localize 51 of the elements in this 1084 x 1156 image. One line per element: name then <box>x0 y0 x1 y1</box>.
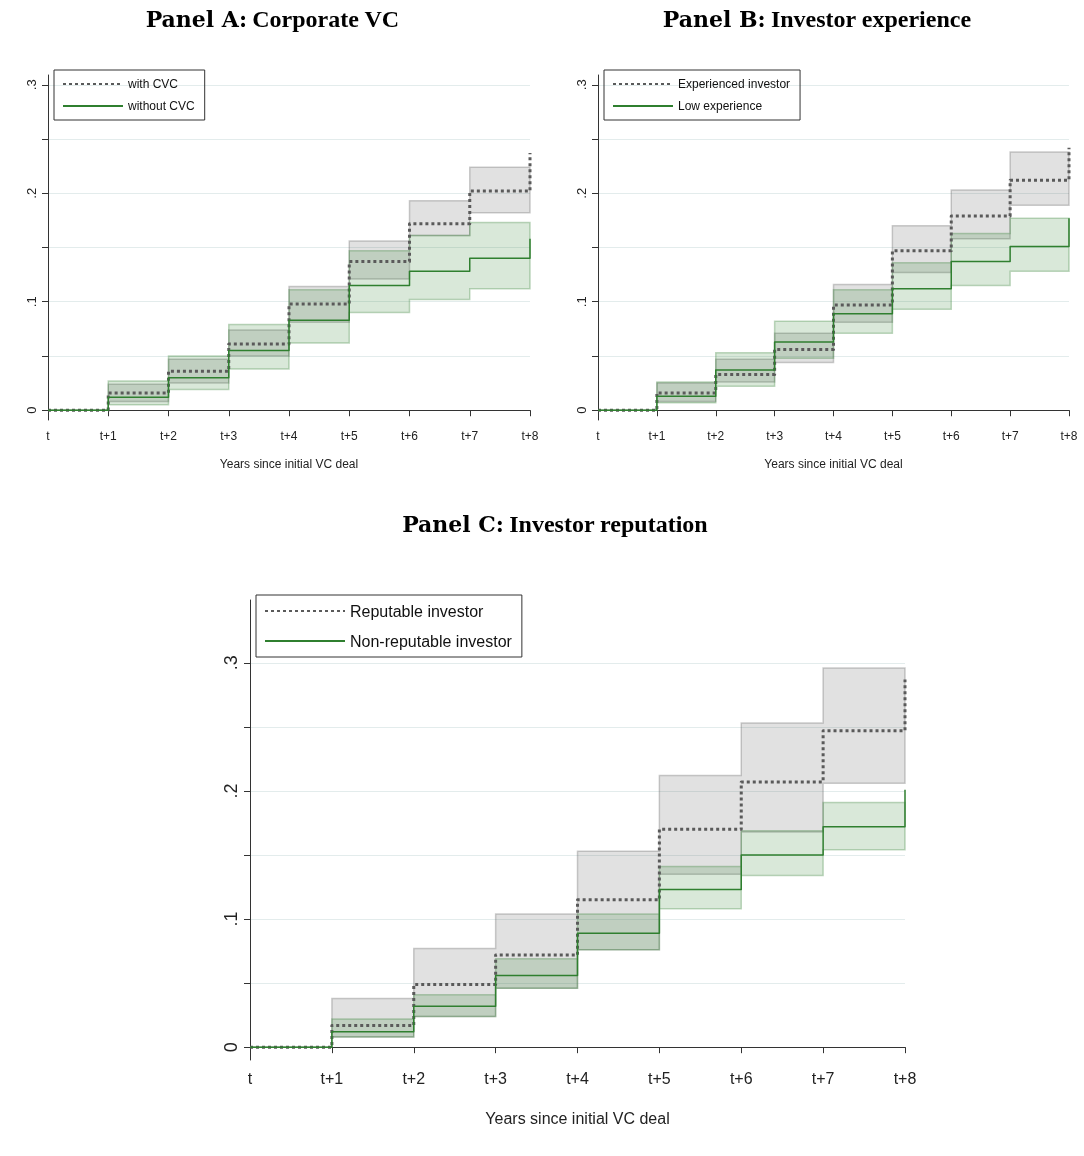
x-axis-title: Years since initial VC deal <box>764 457 903 471</box>
x-tick-label: t <box>247 1069 253 1087</box>
y-tick-label: 0 <box>24 406 39 414</box>
y-tick-label: .2 <box>24 187 39 199</box>
chart-title: Panel A: Corporate VC <box>145 6 400 32</box>
x-tick-label: t+4 <box>280 429 298 443</box>
x-tick-label: t+7 <box>811 1069 835 1087</box>
y-tick-label: .3 <box>24 79 39 91</box>
y-tick-label: 0 <box>221 1042 241 1053</box>
x-axis-title: Years since initial VC deal <box>485 1109 670 1127</box>
x-tick-label: t+5 <box>340 429 359 443</box>
y-tick-label: .3 <box>221 655 241 671</box>
x-tick-label: t+6 <box>400 429 419 443</box>
x-tick-label: t+6 <box>729 1069 753 1087</box>
y-tick-label: .1 <box>221 911 241 927</box>
x-tick-label: t+5 <box>883 429 902 443</box>
chart-title: Panel B: Investor experience <box>662 6 972 32</box>
legend-label: Low experience <box>678 99 763 113</box>
x-tick-label: t+1 <box>99 429 118 443</box>
x-tick-label: t+3 <box>766 429 784 443</box>
x-tick-label: t+3 <box>484 1069 508 1087</box>
x-tick-label: t+7 <box>1001 429 1019 443</box>
y-tick-label: .3 <box>574 79 589 91</box>
x-axis-title: Years since initial VC deal <box>219 457 359 471</box>
legend-label: Experienced investor <box>678 77 791 91</box>
chart-title: Panel C: Investor reputation <box>402 511 708 537</box>
x-tick-label: t+8 <box>893 1069 917 1087</box>
x-tick-label: t+1 <box>648 429 666 443</box>
x-tick-label: t+2 <box>159 429 178 443</box>
x-tick-label: t+5 <box>648 1069 671 1087</box>
x-tick-label: t+4 <box>824 429 843 443</box>
y-tick-label: .1 <box>574 296 589 308</box>
legend-label: with CVC <box>127 77 179 91</box>
x-tick-label: t+8 <box>1060 429 1078 443</box>
y-tick-label: 0 <box>574 406 589 414</box>
x-tick-label: t+4 <box>566 1069 589 1087</box>
x-tick-label: t+6 <box>942 429 961 443</box>
legend-label: Reputable investor <box>350 602 485 620</box>
y-tick-label: .2 <box>574 187 589 199</box>
x-tick-label: t+8 <box>521 429 539 443</box>
legend-label: Non-reputable investor <box>350 632 513 650</box>
x-tick-label: t+7 <box>461 429 479 443</box>
x-tick-label: t+2 <box>402 1069 426 1087</box>
y-tick-label: .1 <box>24 296 39 308</box>
x-tick-label: t+1 <box>320 1069 344 1087</box>
y-tick-label: .2 <box>221 783 241 799</box>
x-tick-label: t+2 <box>707 429 725 443</box>
x-tick-label: t <box>596 429 601 443</box>
x-tick-label: t+3 <box>220 429 238 443</box>
legend-label: without CVC <box>127 99 196 113</box>
x-tick-label: t <box>46 429 51 443</box>
